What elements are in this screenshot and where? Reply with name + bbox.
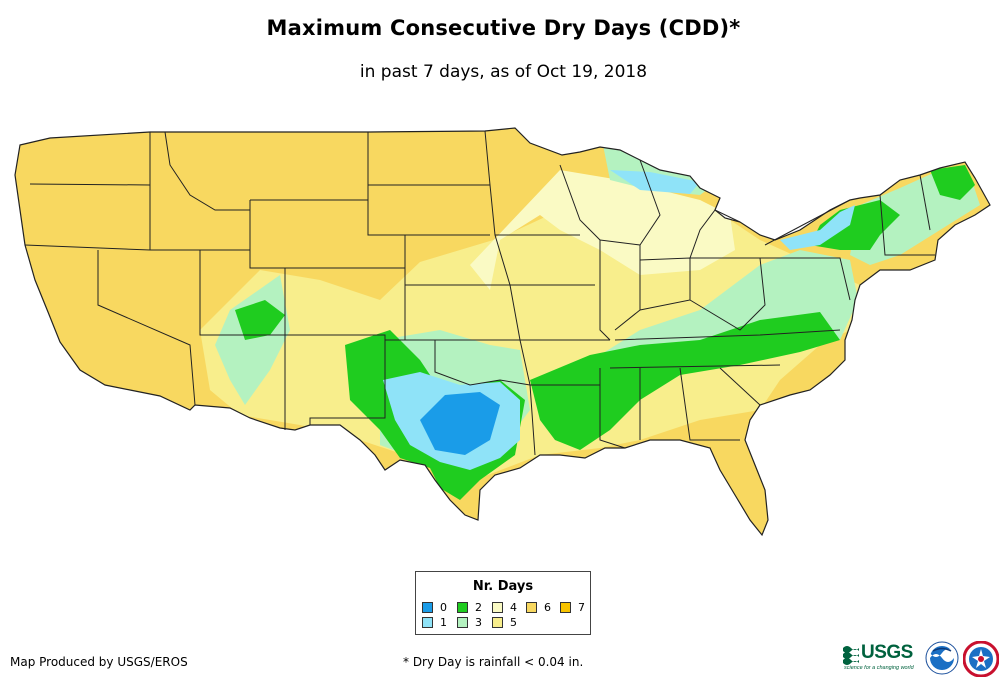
border-wa-or: [29, 183, 151, 186]
legend-item-4: 4: [492, 601, 517, 614]
legend-swatch-7: [560, 602, 571, 613]
legend-item-2: 2: [457, 601, 482, 614]
border-mi-lower: [689, 209, 741, 259]
zone-4-days: [470, 170, 735, 290]
border-in-oh: [639, 257, 691, 311]
legend-label-4: 4: [510, 601, 517, 614]
state-borders: [14, 127, 991, 537]
zone-2-days-maine: [930, 165, 975, 200]
legend-swatch-2: [457, 602, 468, 613]
border-tn-ky-va: [614, 329, 841, 341]
border-il-in: [599, 239, 641, 331]
usgs-wordmark: USGS: [861, 642, 913, 663]
legend-title: Nr. Days: [472, 579, 534, 594]
legend-label-3: 3: [475, 616, 482, 629]
border-oh-pa-wv: [689, 257, 766, 331]
border-ca-nv-az: [97, 250, 196, 406]
border-ny-north: [764, 199, 851, 246]
legend-item-6: 6: [526, 601, 551, 614]
legend-label-5: 5: [510, 616, 517, 629]
noaa-logo-icon: [925, 641, 959, 675]
cdd-fill-layer: [15, 128, 990, 535]
dry-day-footnote: * Dry Day is rainfall < 0.04 in.: [403, 655, 584, 669]
map-title: Maximum Consecutive Dry Days (CDD)*: [266, 16, 741, 40]
map-subtitle: in past 7 days, as of Oct 19, 2018: [359, 62, 648, 82]
border-co-nm-tx: [285, 334, 386, 425]
border-id-mt: [164, 131, 250, 211]
usgs-logo: USGS science for a changing world: [843, 642, 919, 676]
zone-2-days-southeast: [530, 312, 840, 450]
usgs-wave-icon: [843, 646, 859, 665]
border-tn-south: [609, 364, 781, 369]
border-al-ga-fl: [679, 367, 740, 441]
border-vt-nh-ma: [879, 194, 935, 256]
legend-swatch-5: [492, 617, 503, 628]
nws-logo-icon: [963, 641, 999, 677]
legend-swatch-0: [422, 602, 433, 613]
border-sd-ne: [367, 185, 490, 236]
legend-swatch-3: [457, 617, 468, 628]
zone-2-days-arizona: [235, 300, 285, 340]
usgs-tagline: science for a changing world: [844, 665, 914, 671]
legend-item-7: 7: [560, 601, 585, 614]
legend-swatch-1: [422, 617, 433, 628]
zone-0-days-texas: [420, 392, 500, 455]
legend-item-1: 1: [422, 616, 447, 629]
legend-label-6: 6: [544, 601, 551, 614]
legend-item-0: 0: [422, 601, 447, 614]
border-ut-co-nm: [249, 200, 286, 430]
border-ut-az: [199, 250, 285, 336]
legend-label-7: 7: [578, 601, 585, 614]
legend-label-1: 1: [440, 616, 447, 629]
legend-swatch-4: [492, 602, 503, 613]
border-lake-michigan: [639, 159, 661, 246]
legend-item-5: 5: [492, 616, 517, 629]
zone-2-days-northeast: [810, 200, 900, 250]
border-pa-ny-nj: [760, 257, 851, 301]
legend-item-3: 3: [457, 616, 482, 629]
map-credit: Map Produced by USGS/EROS: [10, 655, 188, 669]
border-ms: [599, 368, 626, 449]
legend-label-2: 2: [475, 601, 482, 614]
border-ga-sc: [719, 367, 761, 406]
us-outline: [14, 127, 991, 537]
border-nh-me: [919, 174, 931, 231]
zone-1-day-upper-michigan: [610, 170, 700, 194]
zone-1-day-new-york: [780, 205, 855, 250]
border-ok-tx: [385, 339, 531, 386]
legend-swatch-6: [526, 602, 537, 613]
legend-label-0: 0: [440, 601, 447, 614]
border-or-ca-nv: [24, 244, 151, 251]
